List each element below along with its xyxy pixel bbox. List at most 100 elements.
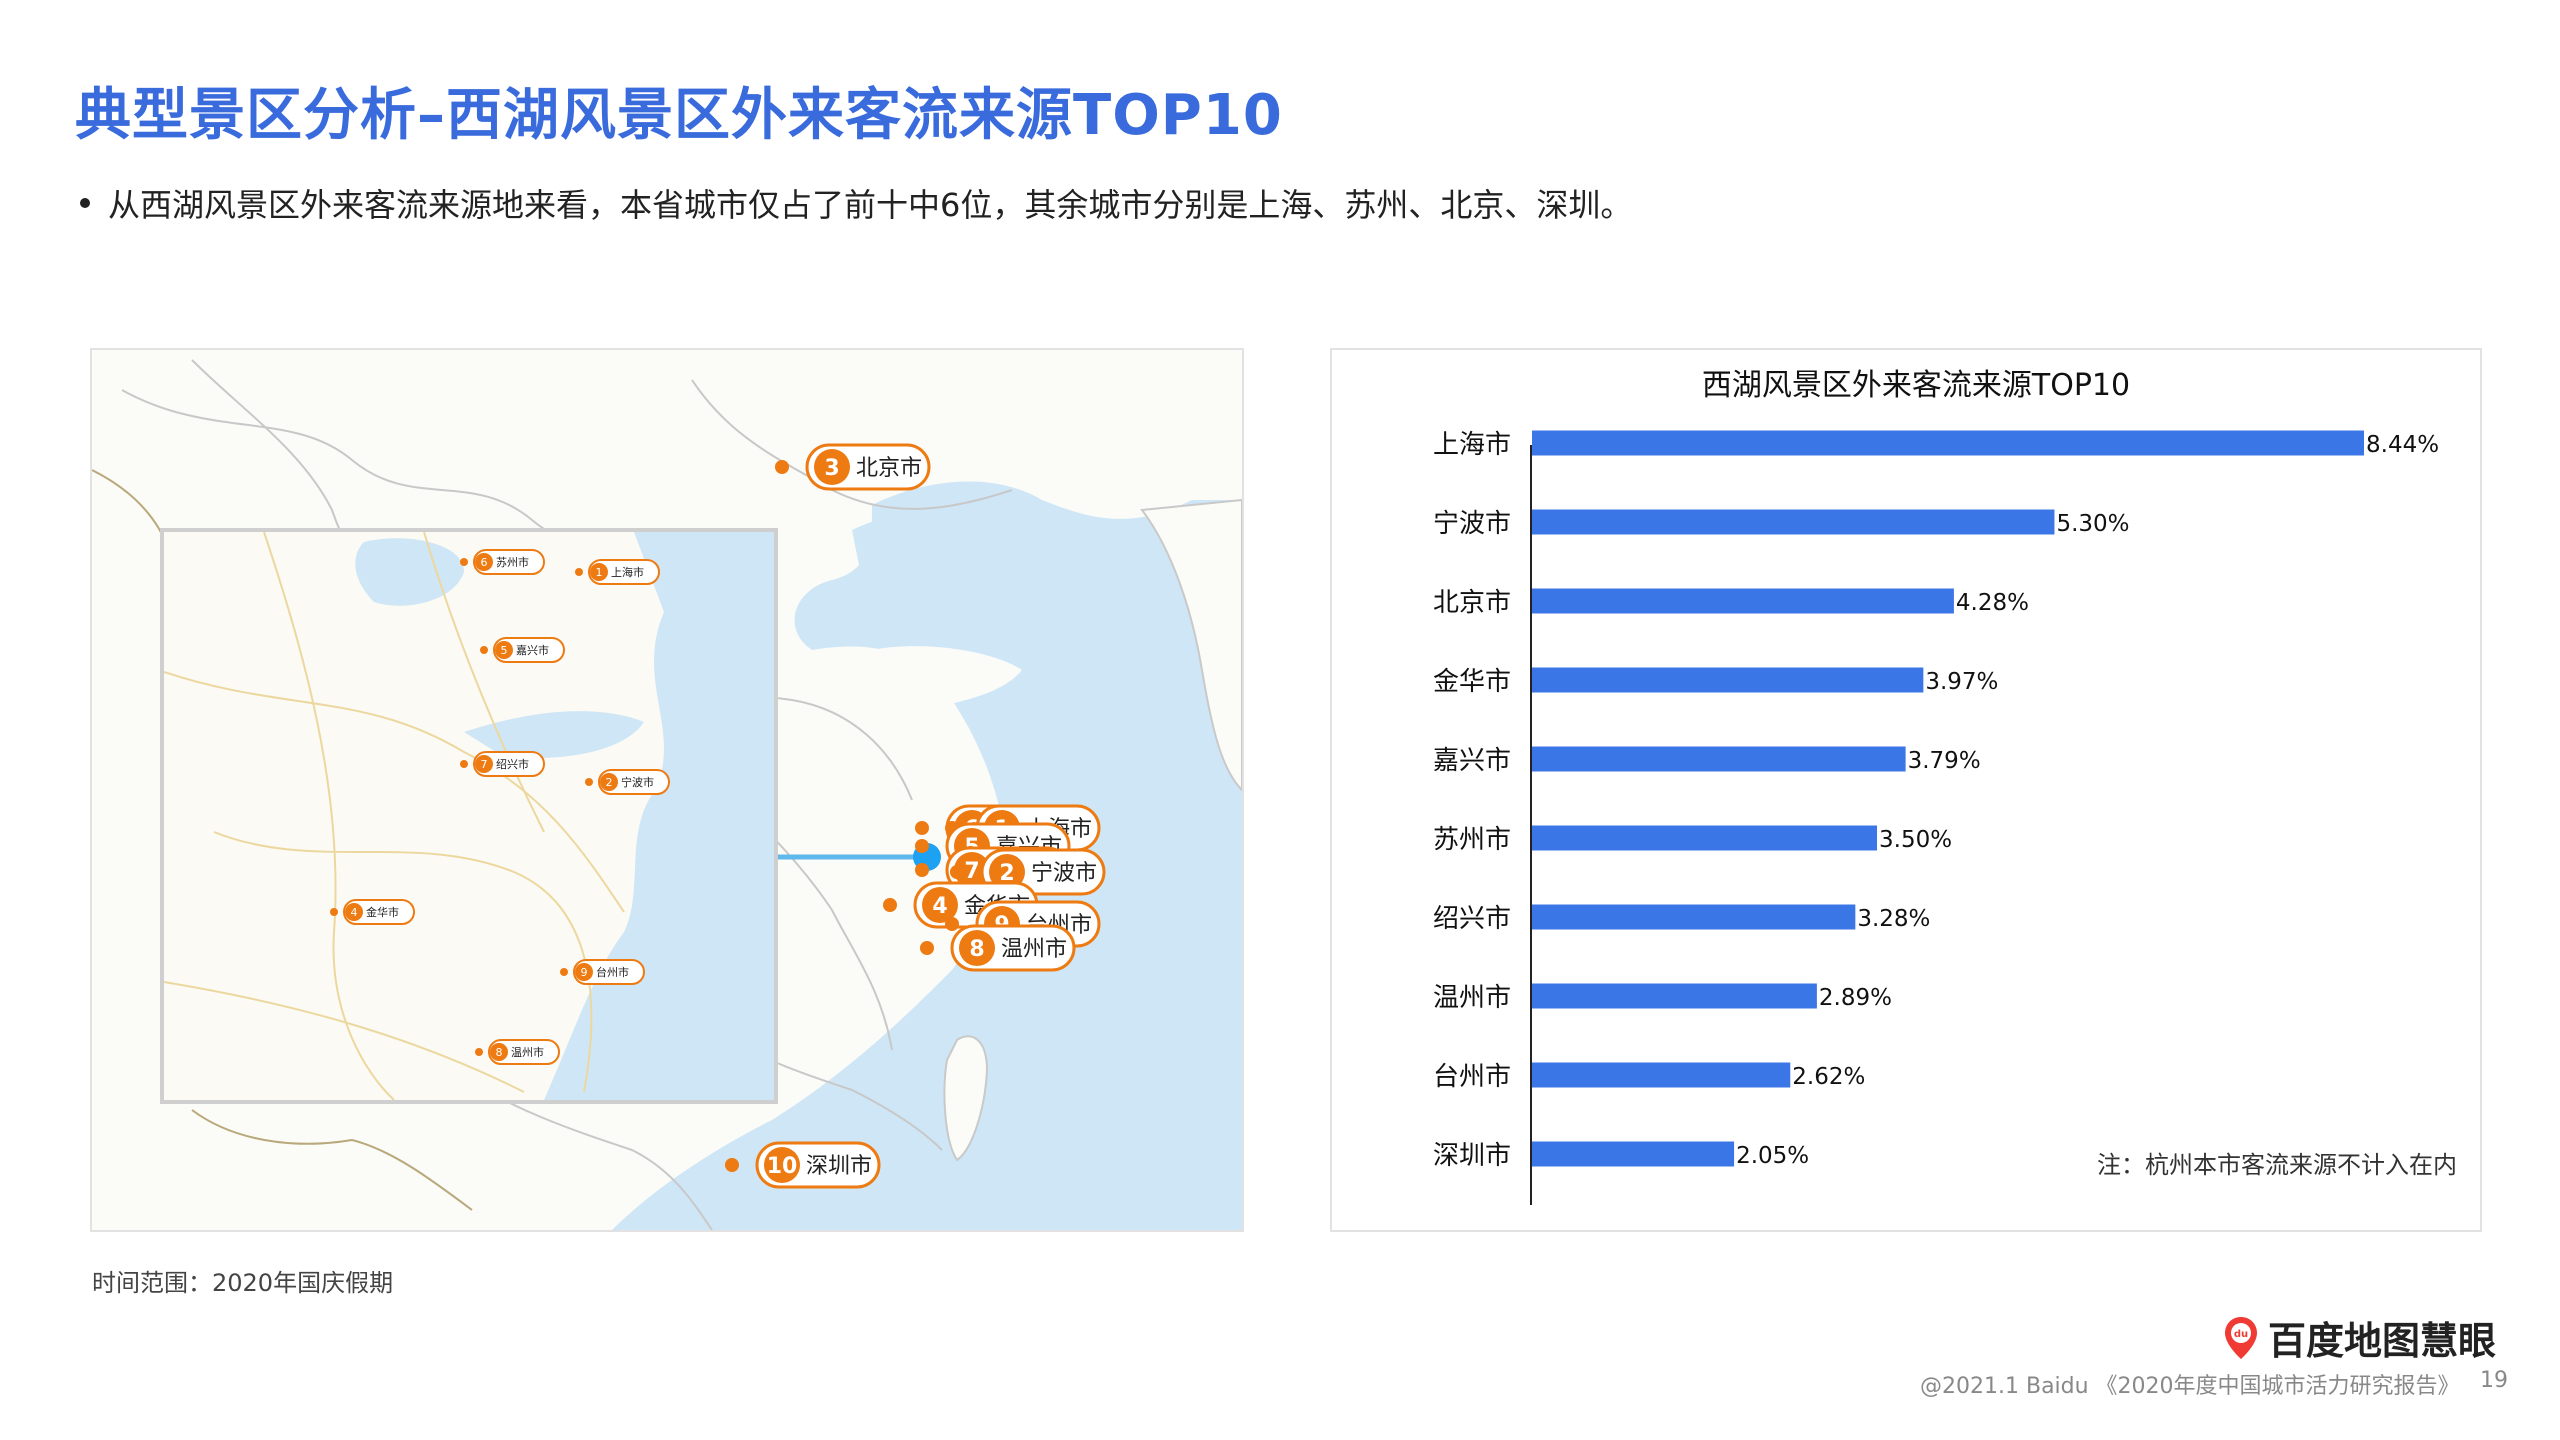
chart-panel: 西湖风景区外来客流来源TOP10 上海市 8.44% 宁波市 5.30% 北京市 4.28… bbox=[1330, 348, 2482, 1232]
rank-number: 5 bbox=[501, 644, 508, 657]
bar bbox=[1532, 904, 1856, 930]
inset-markers: 6 苏州市 1 上海市 5 嘉兴市 7 绍兴市 2 宁波市 4 金华市 9 台州市 8 温州市 bbox=[330, 549, 670, 1065]
rank-badge bbox=[989, 854, 1025, 890]
bar bbox=[1532, 1141, 1735, 1167]
marker-pill bbox=[573, 959, 645, 985]
brand-logo: du 百度地图慧眼 bbox=[2222, 1310, 2496, 1365]
rank-number: 3 bbox=[824, 456, 839, 481]
bar bbox=[1532, 983, 1817, 1009]
bar bbox=[1532, 509, 2055, 535]
rank-badge bbox=[345, 903, 363, 921]
city-label: 苏州市 bbox=[496, 555, 529, 569]
inset-marker[interactable]: 4 金华市 bbox=[330, 899, 415, 925]
inset-hangzhou-bay bbox=[464, 711, 644, 759]
bar-value-label: 2.89% bbox=[1819, 985, 1892, 1011]
main-markers-layer: 3北京市10深圳市6苏州市1上海市5嘉兴市7绍兴市2宁波市4金华市9台州市8温州… bbox=[725, 443, 1106, 1189]
map-marker[interactable]: 10 深圳市 bbox=[725, 1141, 881, 1189]
marker-dot bbox=[915, 839, 929, 853]
rank-number: 2 bbox=[999, 861, 1014, 886]
inset-marker[interactable]: 7 绍兴市 bbox=[460, 751, 545, 777]
marker-pill bbox=[473, 549, 545, 575]
city-label: 台州市 bbox=[596, 965, 629, 979]
chart-title: 西湖风景区外来客流来源TOP10 bbox=[1702, 368, 2130, 403]
bar bbox=[1532, 430, 2364, 456]
rank-badge bbox=[922, 887, 958, 923]
bar bbox=[1532, 588, 1954, 614]
bar-value-label: 3.79% bbox=[1908, 748, 1981, 774]
inset-map-svg: 6 苏州市 1 上海市 5 嘉兴市 7 绍兴市 2 宁波市 4 金华市 9 台州市 8 温州市 bbox=[164, 532, 774, 1100]
brand-name: 百度地图慧眼 bbox=[2268, 1319, 2497, 1363]
rank-number: 4 bbox=[351, 906, 358, 919]
marker-dot bbox=[950, 865, 964, 879]
time-range: 时间范围：2020年国庆假期 bbox=[92, 1269, 394, 1297]
marker-dot bbox=[460, 760, 468, 768]
shandong-land bbox=[871, 646, 1022, 710]
marker-dot bbox=[725, 1158, 739, 1172]
inset-marker[interactable]: 9 台州市 bbox=[560, 959, 645, 985]
map-marker[interactable]: 8 温州市 bbox=[920, 924, 1076, 972]
inset-marker[interactable]: 5 嘉兴市 bbox=[480, 637, 565, 663]
brand-icon-text: du bbox=[2234, 1329, 2248, 1340]
marker-pill bbox=[598, 769, 670, 795]
y-tick-label: 宁波市 bbox=[1433, 509, 1511, 539]
y-tick-label: 北京市 bbox=[1433, 588, 1511, 618]
marker-dot bbox=[575, 568, 583, 576]
inset-marker[interactable]: 8 温州市 bbox=[475, 1039, 560, 1065]
y-tick-label: 苏州市 bbox=[1433, 825, 1511, 855]
marker-pill bbox=[488, 1039, 560, 1065]
rank-badge bbox=[764, 1147, 800, 1183]
map-panel: 6 苏州市 1 上海市 5 嘉兴市 7 绍兴市 2 宁波市 4 金华市 9 台州市 8 温州市 3 北京市 10 深… bbox=[90, 348, 1244, 1232]
inset-sea bbox=[544, 532, 774, 1100]
taiwan-land bbox=[943, 1035, 989, 1162]
marker-dot bbox=[585, 778, 593, 786]
y-tick-label: 温州市 bbox=[1433, 983, 1511, 1013]
inset-map: 6 苏州市 1 上海市 5 嘉兴市 7 绍兴市 2 宁波市 4 金华市 9 台州市 8 温州市 bbox=[160, 528, 778, 1104]
bar bbox=[1532, 825, 1878, 851]
city-label: 金华市 bbox=[366, 905, 399, 919]
city-label: 上海市 bbox=[611, 565, 644, 579]
marker-pill bbox=[588, 559, 660, 585]
rank-number: 7 bbox=[964, 859, 979, 884]
rank-badge bbox=[495, 641, 513, 659]
rank-number: 9 bbox=[581, 966, 588, 979]
marker-pill bbox=[493, 637, 565, 663]
summary-text: 从西湖风景区外来客流来源地来看，本省城市仅占了前十中6位，其余城市分别是上海、苏… bbox=[108, 186, 1633, 224]
page-number: 19 bbox=[2480, 1368, 2508, 1393]
rank-badge bbox=[475, 755, 493, 773]
rank-number: 2 bbox=[606, 776, 613, 789]
inset-marker[interactable]: 6 苏州市 bbox=[460, 549, 545, 575]
y-tick-label: 台州市 bbox=[1433, 1062, 1511, 1092]
marker-dot bbox=[330, 908, 338, 916]
footer-credit: @2021.1 Baidu 《2020年度中国城市活力研究报告》 bbox=[1920, 1374, 2460, 1399]
bar-value-label: 3.50% bbox=[1879, 827, 1952, 853]
bar-value-label: 8.44% bbox=[2366, 432, 2439, 458]
inset-marker[interactable]: 2 宁波市 bbox=[585, 769, 670, 795]
city-label: 北京市 bbox=[856, 456, 922, 481]
y-tick-label: 金华市 bbox=[1433, 667, 1511, 697]
korea-land bbox=[1140, 498, 1242, 792]
rank-badge bbox=[490, 1043, 508, 1061]
marker-dot bbox=[560, 968, 568, 976]
rank-badge bbox=[590, 563, 608, 581]
rank-number: 10 bbox=[767, 1154, 798, 1179]
map-marker[interactable]: 3 北京市 bbox=[775, 443, 931, 491]
city-label: 绍兴市 bbox=[496, 757, 529, 771]
rank-badge bbox=[959, 930, 995, 966]
marker-dot bbox=[915, 863, 929, 877]
marker-dot bbox=[920, 941, 934, 955]
city-label: 温州市 bbox=[511, 1045, 544, 1059]
marker-dot bbox=[915, 821, 929, 835]
city-label: 温州市 bbox=[1001, 937, 1067, 962]
summary-bullet: 从西湖风景区外来客流来源地来看，本省城市仅占了前十中6位，其余城市分别是上海、苏… bbox=[80, 180, 1632, 226]
rank-number: 1 bbox=[596, 566, 603, 579]
bar bbox=[1532, 746, 1906, 772]
marker-pill bbox=[473, 751, 545, 777]
inset-marker[interactable]: 1 上海市 bbox=[575, 559, 660, 585]
inset-taihu-lake bbox=[355, 538, 464, 606]
y-tick-label: 绍兴市 bbox=[1433, 904, 1511, 934]
rank-number: 8 bbox=[969, 937, 984, 962]
bar-value-label: 4.28% bbox=[1956, 590, 2029, 616]
rank-number: 8 bbox=[496, 1046, 503, 1059]
bars-group: 上海市 8.44% 宁波市 5.30% 北京市 4.28% 金华市 3.97% 嘉兴市 3.79%… bbox=[1433, 430, 2439, 1171]
bar-value-label: 2.05% bbox=[1736, 1143, 1809, 1169]
